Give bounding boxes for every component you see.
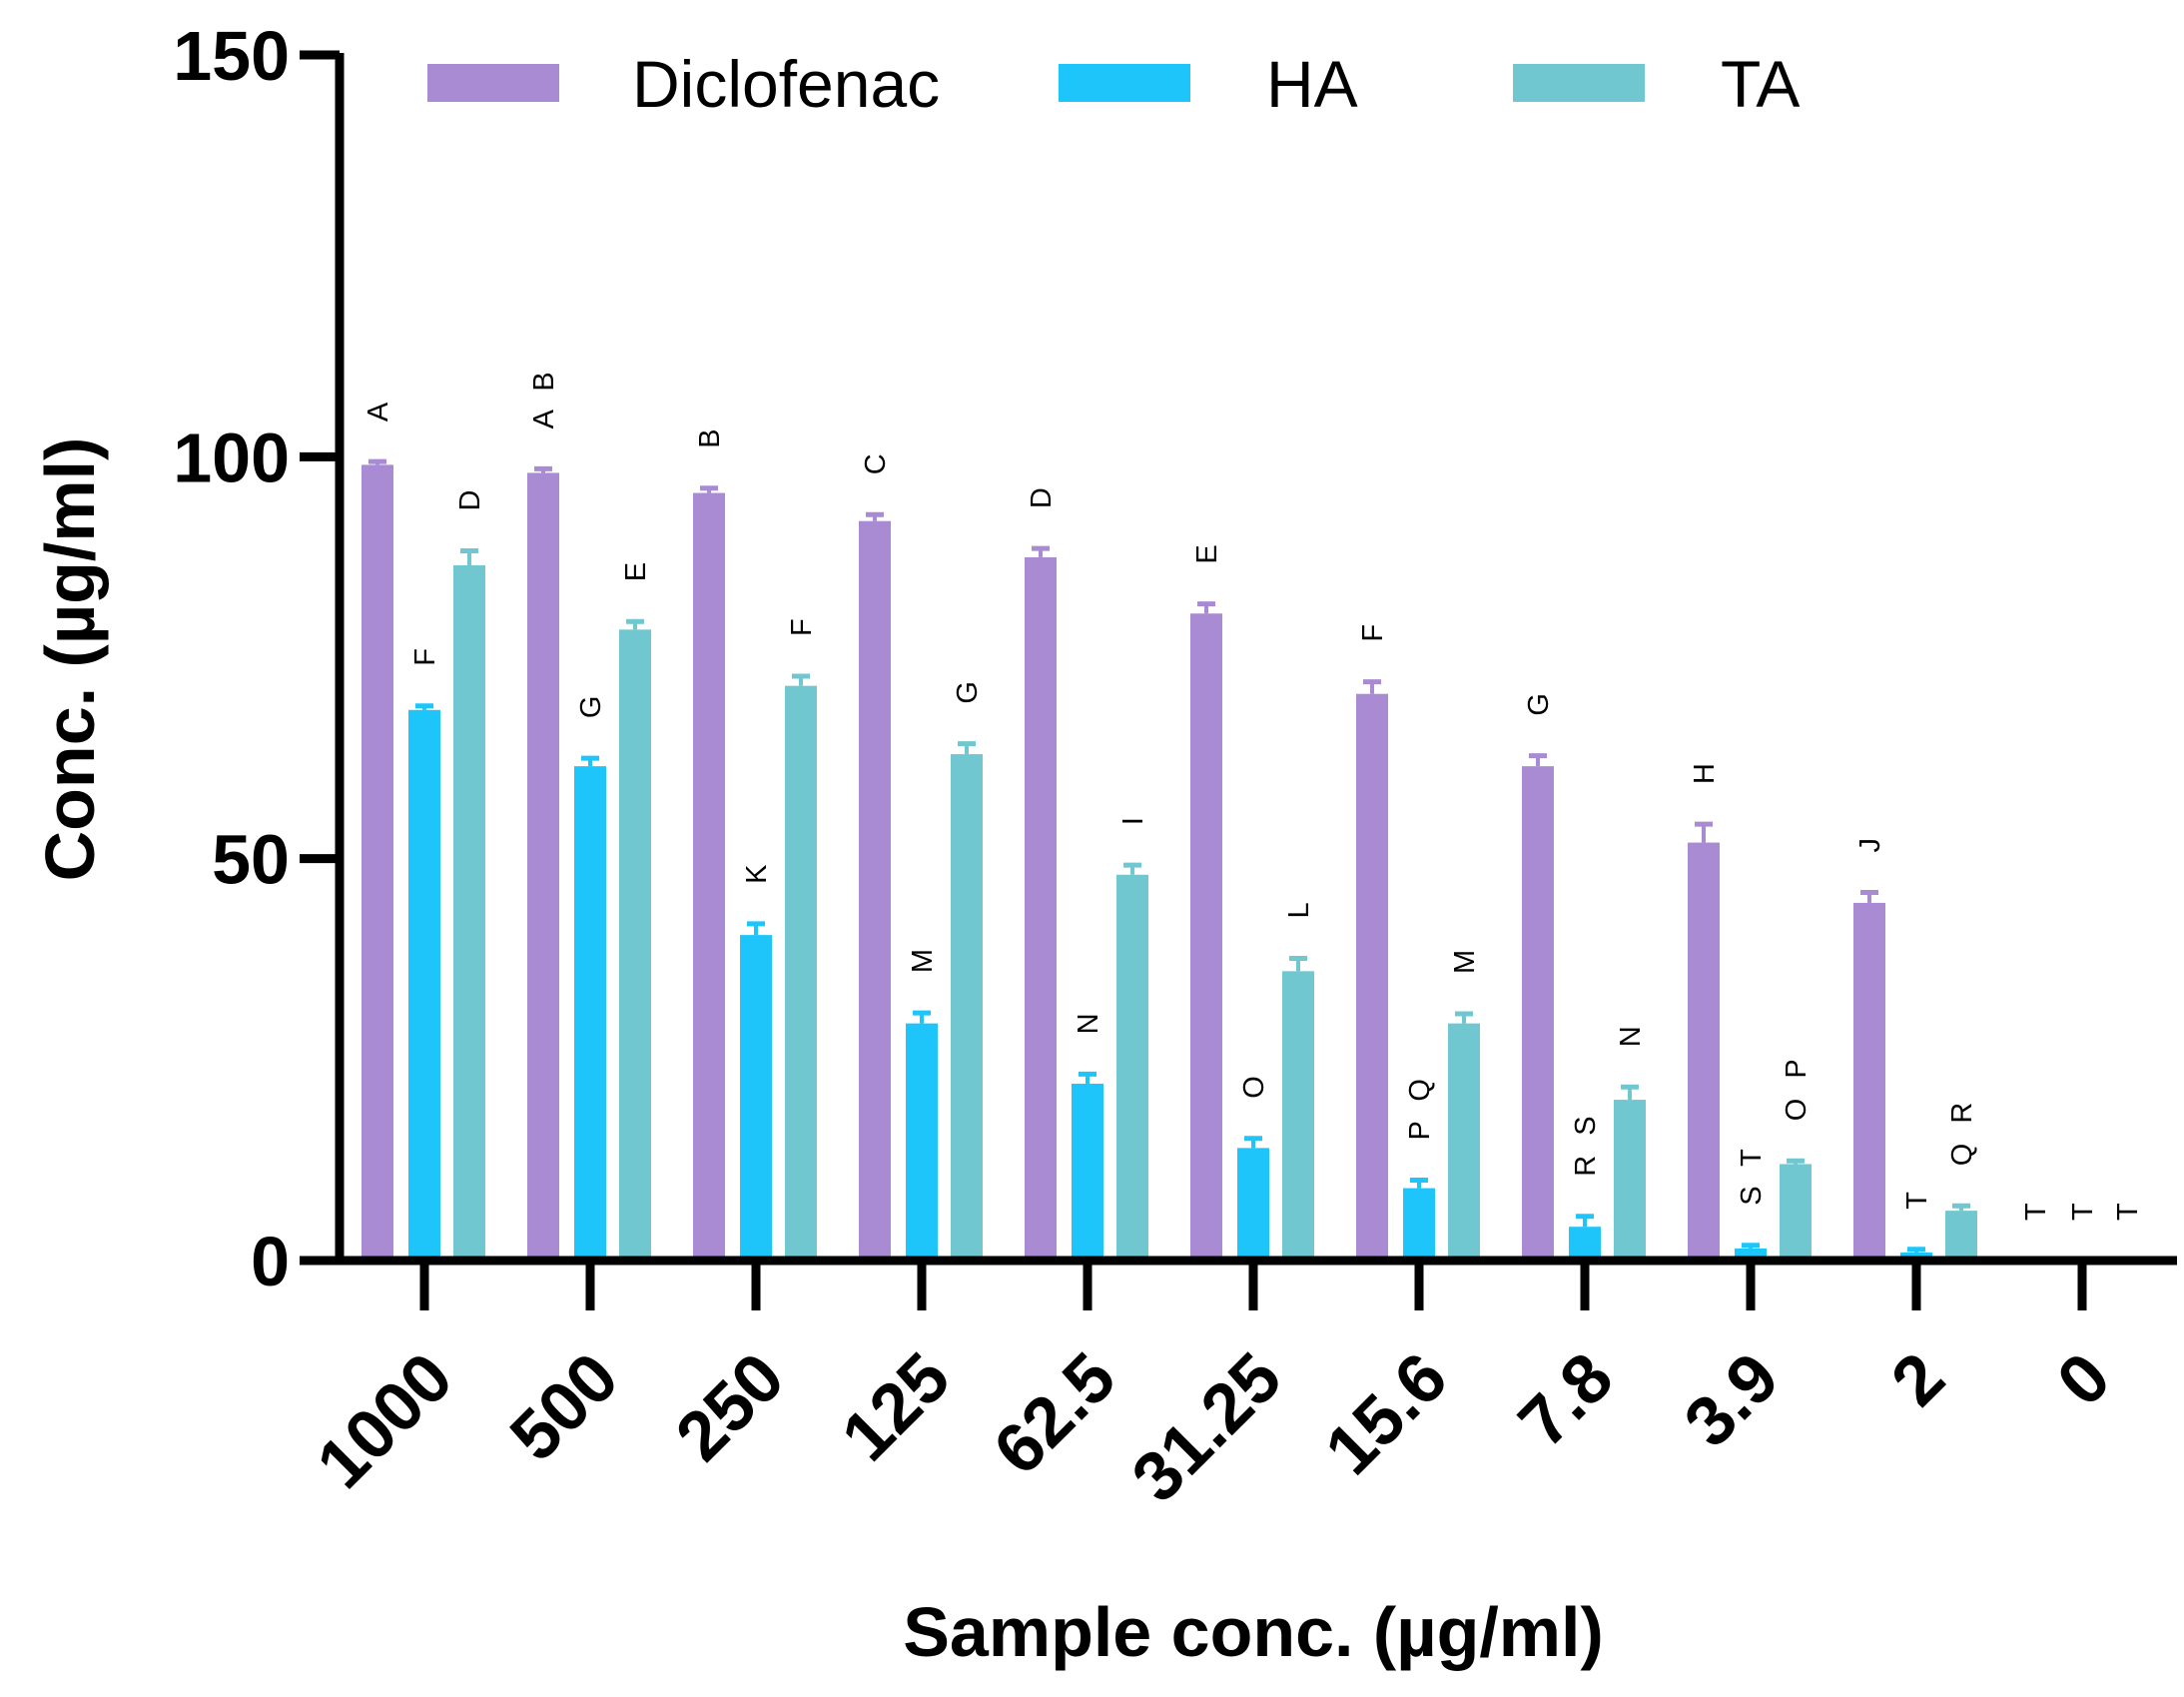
significance-label: I xyxy=(1117,811,1149,825)
significance-label: T xyxy=(2020,1197,2052,1221)
legend-label-diclofenac: Diclofenac xyxy=(632,47,940,121)
significance-label: F xyxy=(786,612,818,636)
x-tick-label: 3.9 xyxy=(1670,1337,1794,1461)
legend-label-ha: HA xyxy=(1266,47,1358,121)
error-bars-layer xyxy=(368,458,1970,1253)
bar-ta-62.5 xyxy=(1116,874,1148,1261)
bar-ha-250 xyxy=(740,935,772,1261)
bar-diclofenac-125 xyxy=(859,520,891,1261)
bars-layer xyxy=(362,464,1977,1262)
x-tick-label: 0 xyxy=(2042,1337,2125,1420)
legend-swatch-ta xyxy=(1513,64,1645,102)
significance-label: K xyxy=(741,859,773,884)
x-tick-label: 250 xyxy=(661,1337,799,1475)
y-tick-label: 150 xyxy=(173,17,290,95)
y-tick-label: 0 xyxy=(251,1223,290,1300)
significance-label: D xyxy=(1026,481,1058,508)
significance-label: H xyxy=(1689,757,1721,784)
significance-label: D xyxy=(454,484,486,511)
significance-label: T xyxy=(2112,1197,2144,1221)
significance-label: G xyxy=(952,675,984,704)
significance-label: G xyxy=(575,690,607,719)
bar-ha-15.6 xyxy=(1403,1188,1435,1261)
y-tick-label: 50 xyxy=(212,821,290,899)
significance-label: M xyxy=(1449,944,1481,974)
bar-ta-15.6 xyxy=(1448,1023,1480,1261)
significance-label: A xyxy=(363,397,394,422)
significance-label: M xyxy=(907,943,939,973)
bar-ta-1000 xyxy=(453,564,485,1261)
bar-ta-7.8 xyxy=(1614,1100,1646,1261)
significance-label: O P xyxy=(1781,1053,1813,1121)
x-tick-label: 500 xyxy=(495,1337,633,1475)
significance-label: E xyxy=(620,556,652,581)
bar-ta-500 xyxy=(619,629,651,1261)
bar-ha-500 xyxy=(574,766,606,1261)
significance-label: Q R xyxy=(1946,1097,1978,1167)
x-tick-label: 15.6 xyxy=(1310,1337,1461,1488)
bar-diclofenac-3.9 xyxy=(1688,842,1720,1261)
bar-ha-7.8 xyxy=(1569,1227,1601,1261)
bar-ta-125 xyxy=(951,754,983,1261)
bar-ta-3.9 xyxy=(1780,1164,1812,1261)
significance-label: R S xyxy=(1570,1110,1602,1176)
significance-label: C xyxy=(860,447,892,474)
x-tick-label: 62.5 xyxy=(979,1337,1129,1488)
x-axis-title: Sample conc. (µg/ml) xyxy=(903,1593,1604,1671)
bar-diclofenac-31.25 xyxy=(1190,613,1222,1261)
significance-label: N xyxy=(1615,1020,1647,1047)
significance-label: S T xyxy=(1736,1143,1768,1206)
bar-diclofenac-1000 xyxy=(362,464,393,1261)
significance-label: N xyxy=(1073,1007,1104,1034)
bar-diclofenac-7.8 xyxy=(1522,766,1554,1261)
bar-diclofenac-2 xyxy=(1853,902,1885,1261)
bar-ha-125 xyxy=(906,1023,938,1261)
significance-label: E xyxy=(1191,538,1223,563)
bar-ha-62.5 xyxy=(1072,1083,1103,1261)
bar-ta-31.25 xyxy=(1282,971,1314,1261)
significance-label: T xyxy=(1901,1186,1933,1210)
x-ticks-layer: 1000 500 250 125 62.531.25 15.6 7.8 3.9 2 0 xyxy=(302,1261,2125,1516)
significance-label: P Q xyxy=(1404,1073,1436,1140)
legend-swatch-diclofenac xyxy=(427,64,559,102)
x-tick-label: 7.8 xyxy=(1504,1337,1628,1461)
significance-label: O xyxy=(1238,1070,1270,1099)
legend-swatch-ha xyxy=(1059,64,1190,102)
x-tick-label: 1000 xyxy=(302,1337,466,1502)
bar-diclofenac-250 xyxy=(693,492,725,1261)
bar-diclofenac-62.5 xyxy=(1025,556,1057,1261)
x-tick-label: 2 xyxy=(1876,1337,1959,1420)
bar-ha-1000 xyxy=(408,709,440,1261)
bar-ha-31.25 xyxy=(1237,1148,1269,1261)
significance-label: T xyxy=(2067,1197,2099,1221)
bar-diclofenac-15.6 xyxy=(1356,693,1388,1261)
x-tick-label: 125 xyxy=(827,1337,965,1475)
y-axis-title: Conc. (µg/ml) xyxy=(31,437,109,882)
y-ticks-layer: 0 50 100 150 xyxy=(173,17,340,1300)
legend: Diclofenac HA TA xyxy=(427,47,1800,121)
significance-label: L xyxy=(1283,896,1315,918)
bar-ta-250 xyxy=(785,685,817,1261)
significance-label: G xyxy=(1523,687,1555,716)
x-tick-label: 31.25 xyxy=(1117,1337,1296,1516)
significance-label: F xyxy=(409,642,441,666)
legend-label-ta: TA xyxy=(1721,47,1800,121)
bar-ta-2 xyxy=(1945,1211,1977,1261)
significance-label: F xyxy=(1357,618,1389,642)
bar-diclofenac-500 xyxy=(527,472,559,1262)
significance-label: A B xyxy=(528,366,560,428)
significance-label: J xyxy=(1854,832,1886,853)
y-tick-label: 100 xyxy=(173,419,290,496)
significance-label: B xyxy=(694,423,726,447)
